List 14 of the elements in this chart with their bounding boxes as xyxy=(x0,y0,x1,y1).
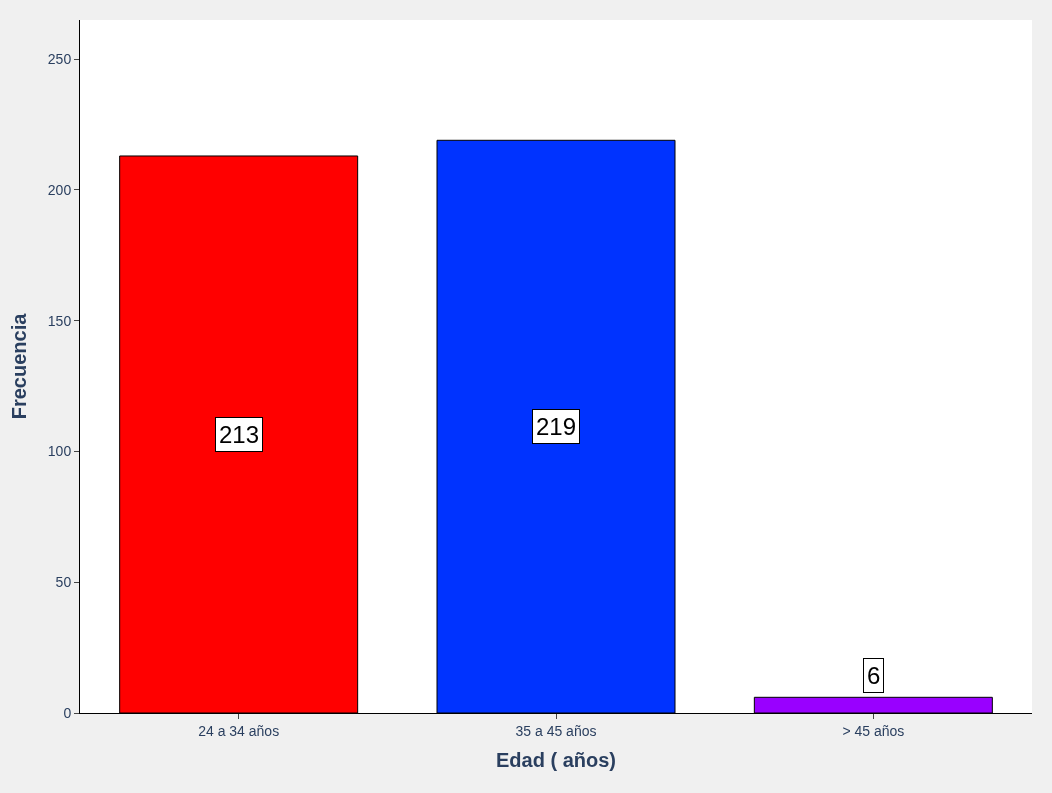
y-tick-label: 150 xyxy=(47,312,72,329)
data-label: 213 xyxy=(219,421,260,448)
x-tick-label: 24 a 34 años xyxy=(198,722,280,739)
y-tick-label: 50 xyxy=(55,574,72,591)
data-label: 219 xyxy=(536,413,577,440)
y-tick-label: 250 xyxy=(47,51,72,68)
x-tick-label: 35 a 45 años xyxy=(515,722,597,739)
y-tick-label: 200 xyxy=(47,181,72,198)
x-axis-title: Edad ( años) xyxy=(495,749,617,772)
data-label: 6 xyxy=(867,662,881,689)
x-tick-label: > 45 años xyxy=(842,722,905,739)
y-axis-title: Frecuencia xyxy=(8,312,31,420)
y-tick-label: 100 xyxy=(47,443,72,460)
y-tick-label: 0 xyxy=(63,704,72,721)
